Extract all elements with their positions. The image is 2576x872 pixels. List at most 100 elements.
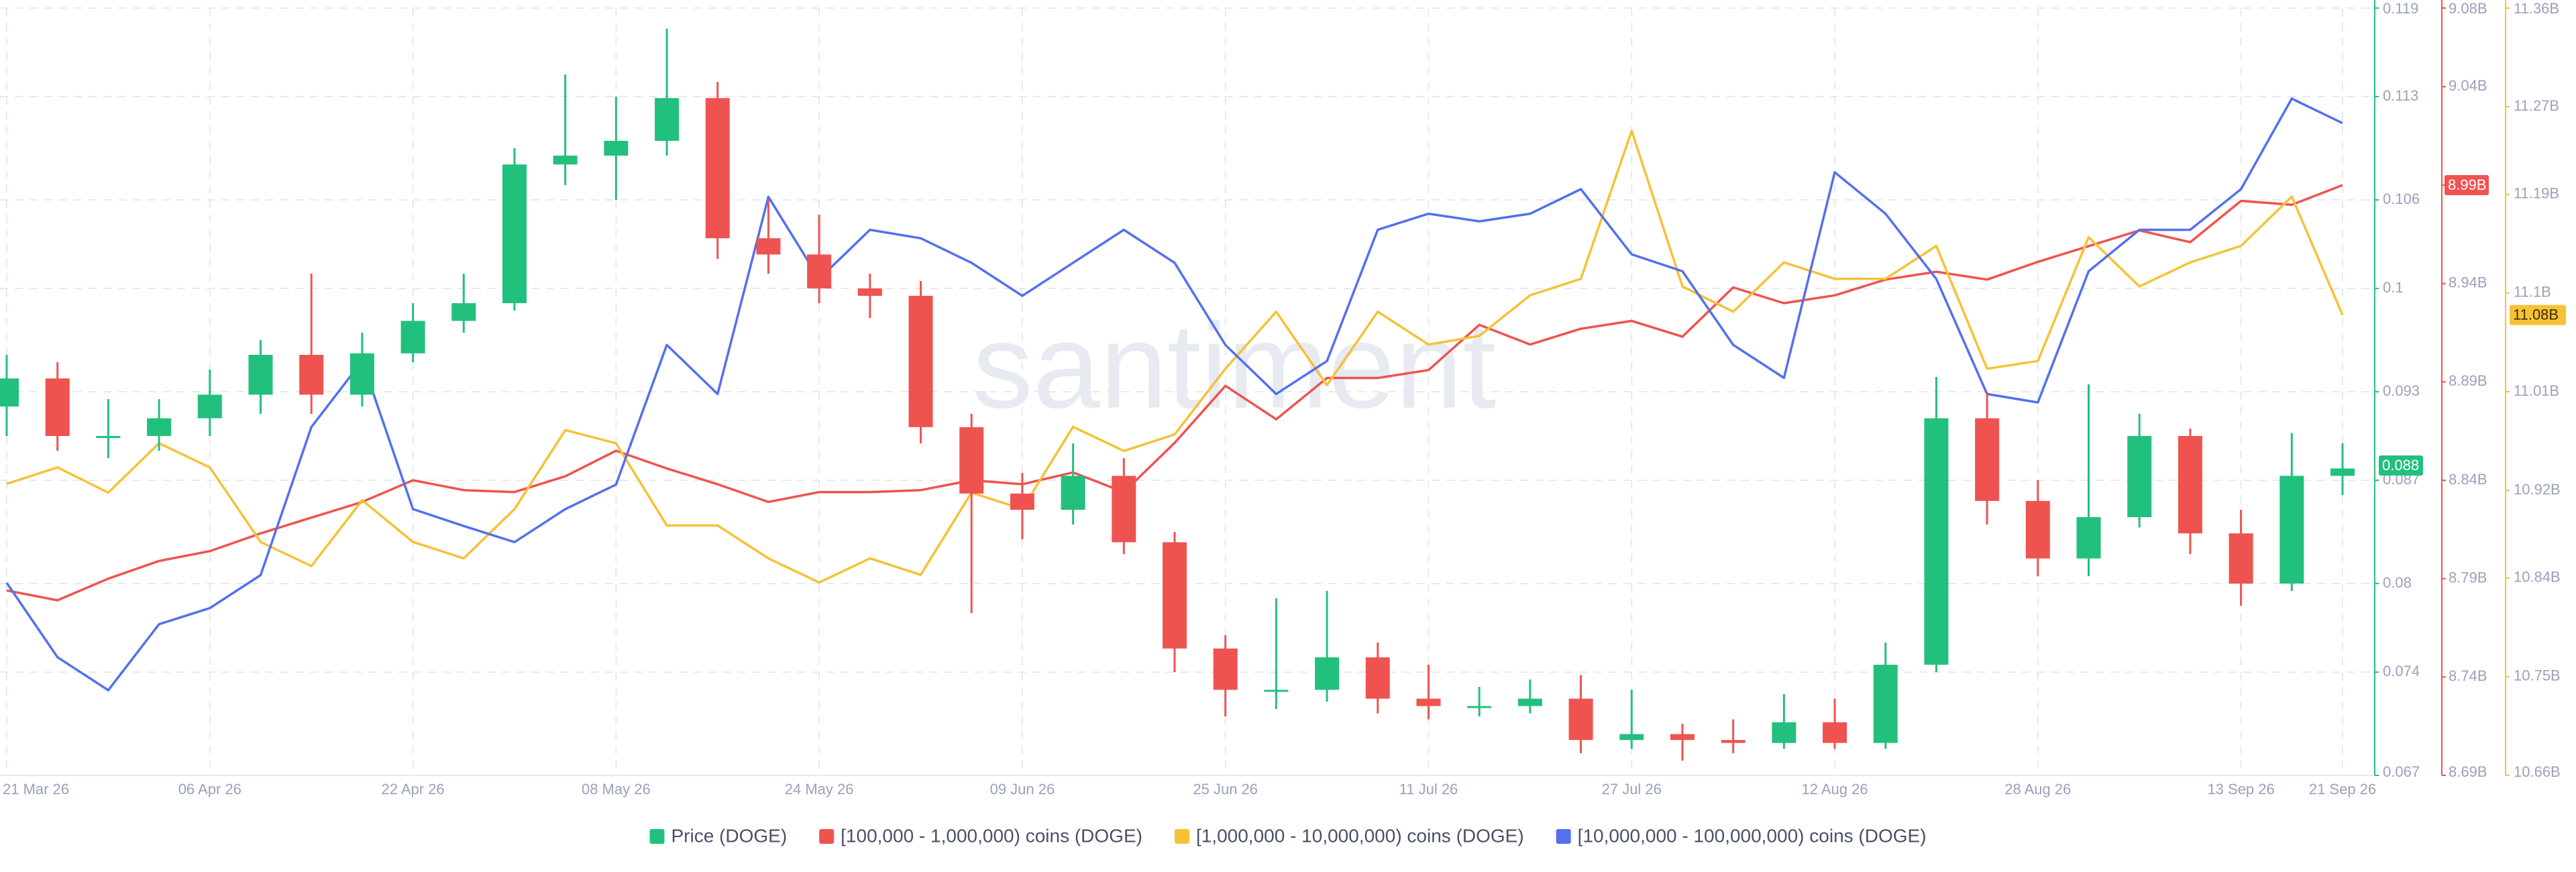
last-value-box <box>2510 305 2566 325</box>
candle-body <box>2279 476 2304 584</box>
y-tick-label: 11.36B <box>2514 0 2559 17</box>
candle-body <box>2076 517 2101 559</box>
candle-body <box>705 98 730 239</box>
candle-body <box>1568 698 1593 741</box>
candle-body <box>0 378 19 406</box>
legend-swatch <box>649 829 665 844</box>
y-tick-label: 0.1 <box>2383 279 2404 296</box>
candle-body <box>1416 698 1441 706</box>
candle-body <box>1517 698 1542 706</box>
legend-label: Price (DOGE) <box>671 825 787 846</box>
last-value-label: 0.088 <box>2382 457 2419 474</box>
y-tick-label: 0.106 <box>2383 190 2420 207</box>
candle-body <box>1721 740 1746 743</box>
y-tick-label: 0.067 <box>2383 763 2420 780</box>
candle-body <box>502 164 527 303</box>
candle-body <box>2330 468 2355 476</box>
y-tick-label: 9.04B <box>2449 77 2487 94</box>
y-tick-label: 8.74B <box>2449 667 2487 684</box>
x-tick-label: 22 Apr 26 <box>381 781 444 798</box>
candle-body <box>1823 722 1847 743</box>
y-tick-label: 8.79B <box>2449 569 2487 586</box>
candle-body <box>756 238 781 255</box>
candle-body <box>1264 690 1289 692</box>
y-tick-label: 11.1B <box>2514 284 2551 301</box>
candle-body <box>1670 734 1695 741</box>
y-tick-label: 8.84B <box>2449 471 2487 488</box>
y-tick-label: 11.19B <box>2514 185 2559 202</box>
y-tick-label: 8.89B <box>2449 372 2487 389</box>
candle-body <box>1112 476 1136 543</box>
last-value-label: 8.99B <box>2448 176 2487 193</box>
legend-label: [1,000,000 - 10,000,000) coins (DOGE) <box>1196 825 1524 846</box>
candle-body <box>1975 418 2000 501</box>
legend: Price (DOGE) [100,000 - 1,000,000) coins … <box>649 825 1927 846</box>
candle-body <box>2229 533 2253 584</box>
x-tick-label: 06 Apr 26 <box>178 781 241 798</box>
candle-body <box>2178 436 2202 534</box>
candle-body <box>1163 542 1187 649</box>
legend-label: [10,000,000 - 100,000,000) coins (DOGE) <box>1578 825 1927 846</box>
candle-body <box>1619 734 1644 741</box>
candle-body <box>45 378 70 436</box>
x-tick-label: 13 Sep 26 <box>2207 781 2274 798</box>
x-tick-label: 11 Jul 26 <box>1399 781 1458 798</box>
candle-body <box>248 355 273 395</box>
line-series <box>5 97 2343 692</box>
legend-label: [100,000 - 1,000,000) coins (DOGE) <box>841 825 1142 846</box>
y-tick-label: 8.69B <box>2449 763 2487 780</box>
candle-body <box>1772 722 1796 743</box>
y-tick-label: 0.074 <box>2383 663 2420 679</box>
legend-swatch <box>1556 829 1571 844</box>
candle-body <box>655 98 680 141</box>
x-tick-label: 21 Sep 26 <box>2309 781 2376 798</box>
y-tick-label: 11.01B <box>2514 382 2559 399</box>
candle-body <box>1924 418 1949 665</box>
y-tick-label: 0.08 <box>2383 574 2412 591</box>
candle-body <box>908 296 933 427</box>
candle-body <box>959 427 984 494</box>
last-value-label: 11.08B <box>2513 306 2559 323</box>
x-tick-label: 21 Mar 26 <box>3 781 69 798</box>
last-value-box <box>2379 455 2423 476</box>
candle-body <box>1873 665 1898 743</box>
x-tick-label: 09 Jun 26 <box>990 781 1055 798</box>
legend-swatch <box>819 829 835 844</box>
candle-body <box>2025 500 2050 559</box>
candle-body <box>1010 493 1034 510</box>
x-tick-label: 08 May 26 <box>582 781 651 798</box>
y-tick-label: 10.66B <box>2514 763 2561 780</box>
legend-swatch <box>1174 829 1189 844</box>
y-tick-label: 0.119 <box>2383 0 2418 17</box>
x-tick-label: 24 May 26 <box>785 781 854 798</box>
candle-body <box>96 436 121 438</box>
y-tick-label: 9.08B <box>2449 0 2487 17</box>
candle-body <box>857 288 882 296</box>
candle-body <box>807 254 832 288</box>
candle-body <box>1315 657 1340 690</box>
candle-body <box>400 321 425 353</box>
candle-body <box>1365 657 1390 699</box>
candle-body <box>197 394 222 419</box>
y-tick-label: 8.94B <box>2449 274 2487 290</box>
line-series <box>6 129 2344 584</box>
candle-body <box>553 156 578 165</box>
watermark: santiment <box>973 299 1496 434</box>
y-tick-label: 11.27B <box>2514 97 2559 114</box>
y-tick-label: 0.093 <box>2383 382 2420 399</box>
x-tick-label: 12 Aug 26 <box>1801 781 1868 798</box>
y-tick-label: 10.75B <box>2514 667 2561 684</box>
candle-body <box>299 355 324 395</box>
candle-body <box>147 418 172 436</box>
candle-body <box>1061 476 1085 510</box>
x-tick-label: 28 Aug 26 <box>2004 781 2071 798</box>
candle-body <box>604 141 629 156</box>
y-tick-label: 0.113 <box>2383 87 2418 104</box>
y-tick-label: 10.84B <box>2514 569 2561 586</box>
last-value-box <box>2445 175 2489 195</box>
line-series <box>6 184 2343 602</box>
candle-body <box>1213 648 1238 690</box>
candle-body <box>451 303 476 321</box>
candle-body <box>1467 706 1492 708</box>
